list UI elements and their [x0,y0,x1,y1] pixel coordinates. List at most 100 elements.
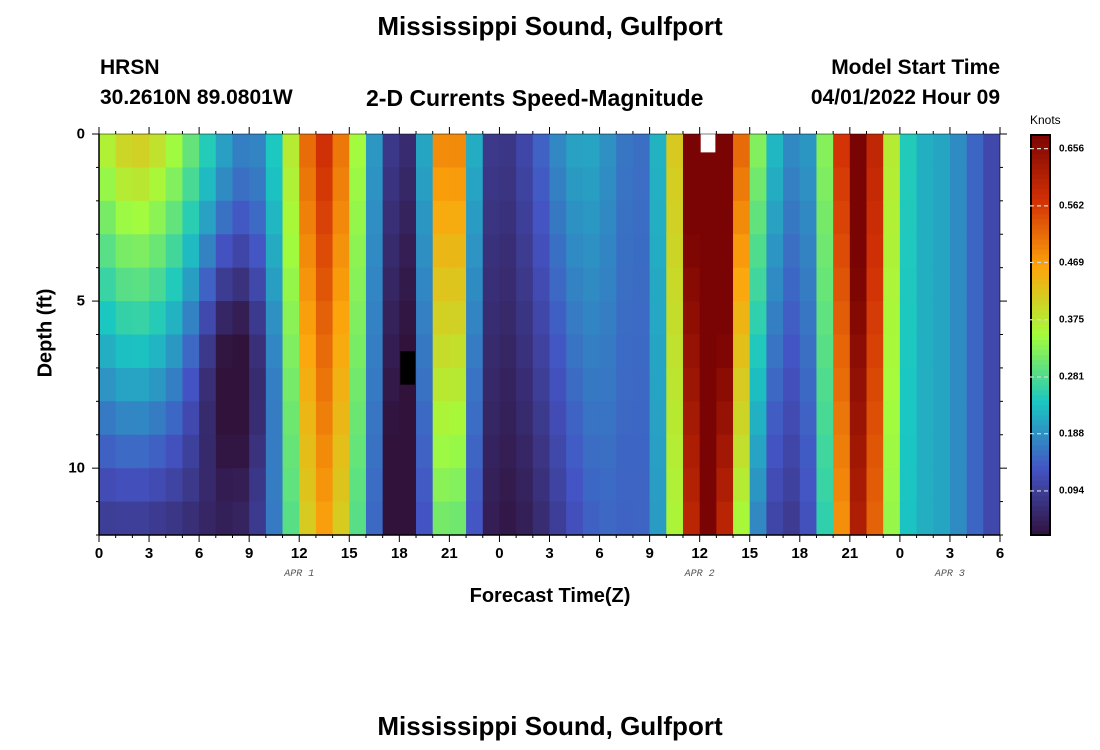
heatmap-cell [466,468,484,503]
heatmap-cell [833,334,851,369]
heatmap-cell [299,468,317,503]
heatmap-cell [349,301,367,336]
heatmap-cell [716,401,734,436]
heatmap-cell [232,267,250,302]
heatmap-cell [516,301,534,336]
heatmap-cell [232,234,250,269]
heatmap-cell [749,501,768,535]
heatmap-cell [365,434,384,469]
heatmap-cell [149,301,167,336]
heatmap-cell [866,301,884,336]
x-tick-label: 15 [741,545,759,562]
colorbar-tick-label: 0.094 [1059,485,1085,497]
heatmap-cell [682,134,701,169]
heatmap-cell [933,234,951,269]
heatmap-cell [983,401,1000,436]
heatmap-cell [382,334,400,369]
colorbar-tick-label: 0.188 [1059,428,1085,440]
heatmap-cell [282,301,300,336]
heatmap-cell [699,234,717,269]
heatmap-cell [499,301,517,336]
colorbar-segment [1030,294,1051,301]
heatmap-cell [249,401,267,436]
heatmap-cell [215,434,234,469]
chart-title: Mississippi Sound, Gulfport [377,11,723,41]
heatmap-cell [332,401,350,436]
heatmap-cell [99,167,117,202]
colorbar-tick-label: 0.469 [1059,257,1085,269]
colorbar [1030,134,1051,536]
x-tick-label: 0 [94,545,104,562]
heatmap-cell [532,401,551,436]
heatmap-cell [616,267,634,302]
heatmap-cell [733,468,751,503]
heatmap-cell [332,301,350,336]
heatmap-cell [165,200,184,235]
heatmap-cell [449,401,467,436]
heatmap-cell [416,301,434,336]
heatmap-cell [332,167,350,202]
colorbar-segment [1030,425,1051,432]
heatmap-cell [866,200,884,235]
heatmap-cell [666,134,684,169]
heatmap-cell [866,401,884,436]
heatmap-cell [783,501,801,535]
colorbar-segment [1030,134,1051,140]
heatmap-cell [933,468,951,503]
heatmap-cell [849,501,868,535]
heatmap-cell [115,434,133,469]
colorbar-segment [1030,304,1051,311]
heatmap-cell [199,334,217,369]
heatmap-cell [232,167,250,202]
heatmap-cell [766,334,784,369]
heatmap-cell [716,134,734,169]
heatmap-cell [632,434,651,469]
heatmap-cell [432,367,450,402]
heatmap-cell [249,501,267,535]
heatmap-cell [933,167,951,202]
heatmap-cell [482,468,501,503]
heatmap-cell [582,434,601,469]
heatmap-cell [616,401,634,436]
x-tick-label: 12 [290,545,308,562]
colorbar-segment [1030,480,1051,487]
heatmap-cell [215,501,234,535]
heatmap-cell [582,167,601,202]
x-tick-label: 6 [194,545,204,562]
heatmap-cell [365,367,384,402]
heatmap-cell [599,367,617,402]
heatmap-cell [182,200,200,235]
heatmap-cell [733,200,751,235]
colorbar-segment [1030,309,1051,316]
heatmap-cell [749,434,768,469]
heatmap-cell [299,434,317,469]
heatmap-cell [949,501,968,535]
heatmap-plot [99,134,1000,535]
heatmap-cell [249,434,267,469]
heatmap-cell [115,234,133,269]
heatmap-cell [682,468,701,503]
heatmap-cell [649,234,667,269]
heatmap-cell [883,134,901,169]
heatmap-cell [549,134,567,169]
heatmap-cell [382,200,400,235]
heatmap-cell [632,301,651,336]
heatmap-cell [916,301,934,336]
x-tick-label: 6 [995,545,1005,562]
heatmap-cell [799,401,818,436]
heatmap-cell [983,134,1000,169]
colorbar-tick-label: 0.656 [1059,143,1085,155]
heatmap-cell [399,267,417,302]
heatmap-cell [966,267,984,302]
heatmap-cell [599,267,617,302]
heatmap-cell [949,434,968,469]
heatmap-cell [165,434,184,469]
heatmap-cell [149,134,167,169]
x-tick-label: 21 [841,545,859,562]
heatmap-cell [382,134,400,169]
heatmap-cell [749,267,768,302]
heatmap-cell [799,468,818,503]
heatmap-cell [466,267,484,302]
colorbar-segment [1030,194,1051,200]
heatmap-cell [649,301,667,336]
